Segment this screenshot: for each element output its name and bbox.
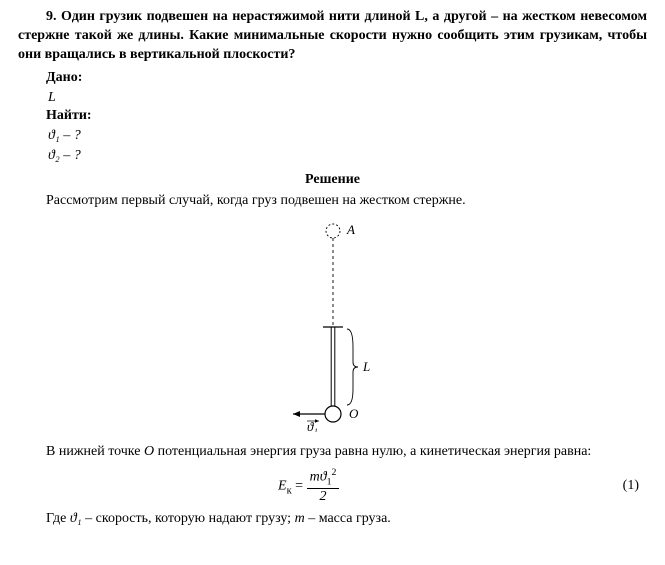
- footnote-v: ϑ₁: [70, 511, 82, 526]
- problem-text: Один грузик подвешен на нерастяжимой нит…: [18, 9, 647, 62]
- eq-equals: =: [295, 478, 306, 493]
- footnote-end: – масса груза.: [305, 511, 391, 526]
- eq-fraction: mϑ12 2: [307, 468, 340, 505]
- eq-numerator: mϑ12: [307, 468, 340, 489]
- para2-rest: потенциальная энергия груза равна нулю, …: [154, 444, 591, 459]
- find-line-1: ϑ₁ – ?: [48, 126, 647, 146]
- label-A: A: [346, 222, 355, 237]
- eq-lhs-E: E: [278, 478, 287, 493]
- diagram-container: A L O ϑ₁: [18, 217, 647, 439]
- velocity-arrow-head: [293, 411, 300, 417]
- eq-num-v: ϑ: [320, 469, 327, 484]
- given-block: Дано: L Найти: ϑ₁ – ? ϑ₂ – ?: [46, 69, 647, 166]
- footnote-prefix: Где: [46, 511, 70, 526]
- eq-num-m: m: [310, 469, 320, 484]
- eq-lhs-sub: к: [287, 485, 292, 496]
- para2-prefix: В нижней точке: [46, 444, 144, 459]
- bob-circle: [325, 406, 341, 422]
- eq-denominator: 2: [307, 489, 340, 504]
- label-O: O: [349, 406, 359, 421]
- find-label: Найти:: [46, 107, 647, 126]
- solution-para-2: В нижней точке O потенциальная энергия г…: [18, 443, 647, 462]
- top-circle: [326, 224, 340, 238]
- equation-body: Eк = mϑ12 2: [278, 468, 339, 505]
- given-label: Дано:: [46, 69, 647, 88]
- brace-L: [347, 329, 358, 405]
- eq-num-v-sup: 2: [331, 467, 336, 478]
- equation-row: Eк = mϑ12 2 (1): [18, 468, 647, 505]
- para2-O: O: [144, 444, 154, 459]
- equation-number: (1): [623, 477, 647, 496]
- label-L: L: [362, 359, 370, 374]
- problem-number: 9.: [46, 9, 57, 24]
- label-v: ϑ₁: [307, 419, 318, 432]
- given-line-L: L: [48, 88, 647, 108]
- find-line-2: ϑ₂ – ?: [48, 146, 647, 166]
- problem-statement: 9. Один грузик подвешен на нерастяжимой …: [18, 8, 647, 65]
- equation-footnote: Где ϑ₁ – скорость, которую надают грузу;…: [18, 510, 647, 529]
- solution-para-1: Рассмотрим первый случай, когда груз под…: [18, 192, 647, 211]
- solution-header: Решение: [18, 171, 647, 190]
- footnote-mid: – скорость, которую надают грузу;: [82, 511, 295, 526]
- pendulum-diagram: A L O ϑ₁: [263, 217, 403, 432]
- footnote-m: m: [295, 511, 305, 526]
